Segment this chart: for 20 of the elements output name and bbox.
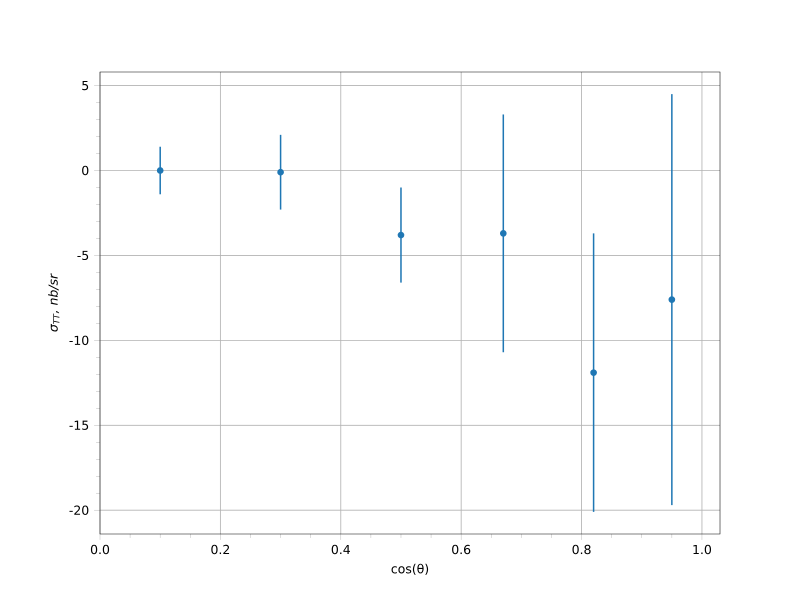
x-axis-title: cos(θ) [392,564,428,575]
y-axis-title: σ$_{TT}$, nb/sr [48,273,60,332]
x-tick-label: 0.2 [211,544,230,554]
y-tick-label: 0 [82,166,88,176]
point [156,167,164,174]
point [590,369,597,376]
point [500,230,507,237]
point [398,232,404,238]
x-tick-label: 0.0 [90,544,110,554]
y-tick-label: -20 [69,506,88,515]
x-tick-label: 1.0 [693,544,712,554]
y-tick-label: -10 [69,336,88,346]
y-tick-label: -15 [69,420,88,430]
x-tick-label: 0.8 [572,544,591,554]
point [277,168,284,176]
point [668,296,676,303]
x-tick-label: 0.4 [332,544,350,554]
y-tick-label: 5 [82,80,88,90]
x-tick-label: 0.6 [452,544,470,554]
y-tick-label: -5 [77,250,88,260]
